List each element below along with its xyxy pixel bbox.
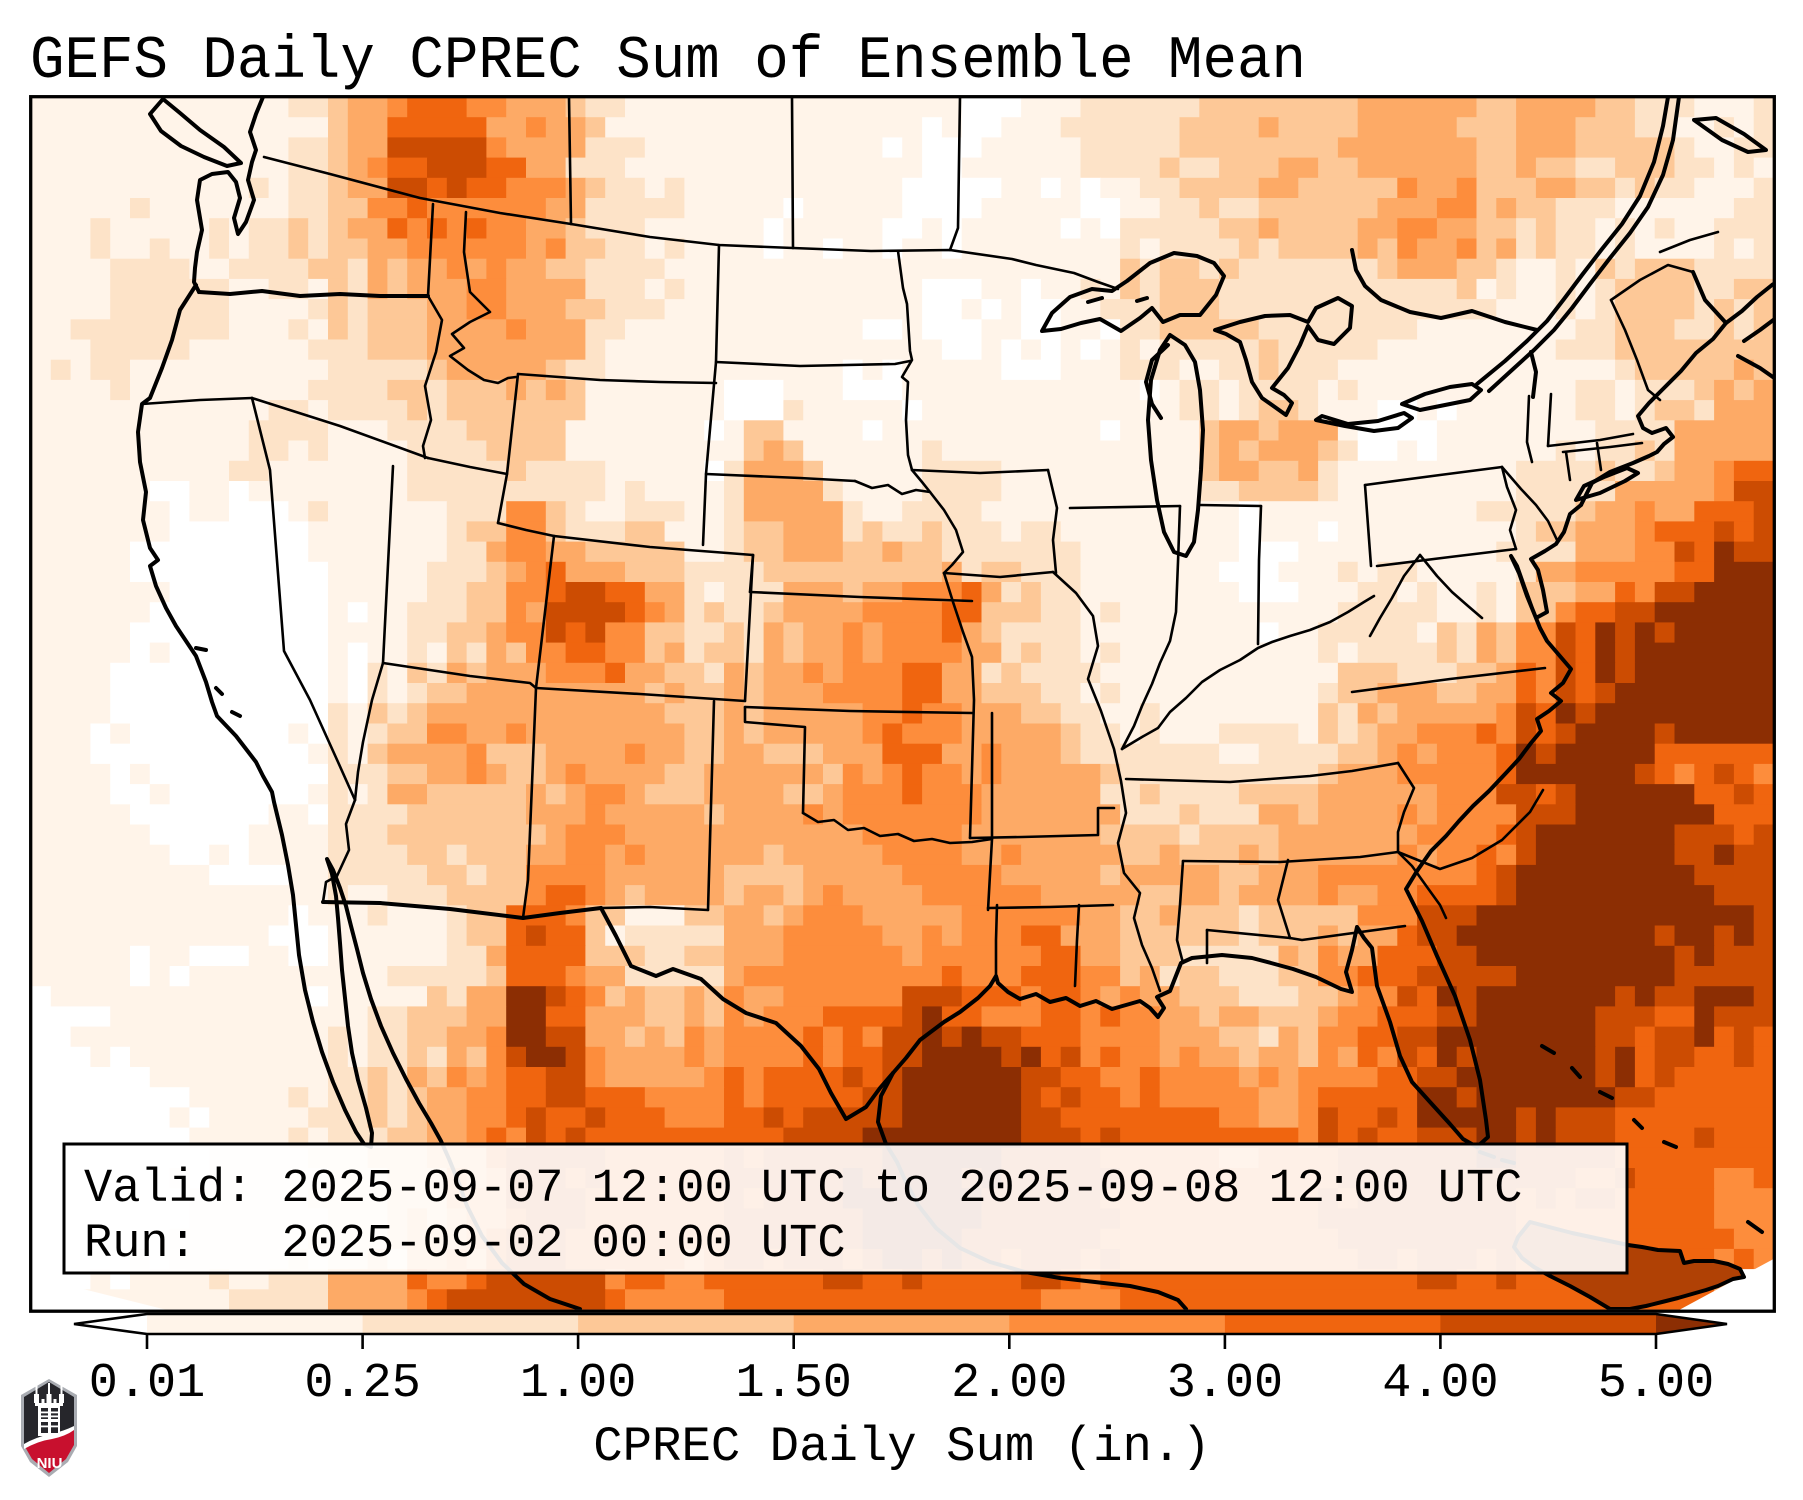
svg-text:GEFS Daily CPREC Sum of Ensemb: GEFS Daily CPREC Sum of Ensemble Mean	[30, 28, 1306, 96]
svg-text:Valid: 2025-09-07 12:00 UTC to: Valid: 2025-09-07 12:00 UTC to 2025-09-0…	[84, 1163, 1522, 1216]
svg-text:4.00: 4.00	[1382, 1356, 1498, 1411]
svg-text:Run: 2025-09-02 00:00 UTC: Run: 2025-09-02 00:00 UTC	[84, 1218, 846, 1271]
svg-text:5.00: 5.00	[1598, 1356, 1714, 1411]
svg-text:0.01: 0.01	[89, 1356, 205, 1411]
svg-text:NIU: NIU	[37, 1455, 63, 1472]
svg-text:1.00: 1.00	[520, 1356, 636, 1411]
svg-text:CPREC Daily Sum (in.): CPREC Daily Sum (in.)	[593, 1419, 1211, 1475]
svg-text:2.00: 2.00	[951, 1356, 1067, 1411]
svg-text:0.25: 0.25	[304, 1356, 420, 1411]
svg-text:3.00: 3.00	[1167, 1356, 1283, 1411]
svg-text:1.50: 1.50	[735, 1356, 851, 1411]
